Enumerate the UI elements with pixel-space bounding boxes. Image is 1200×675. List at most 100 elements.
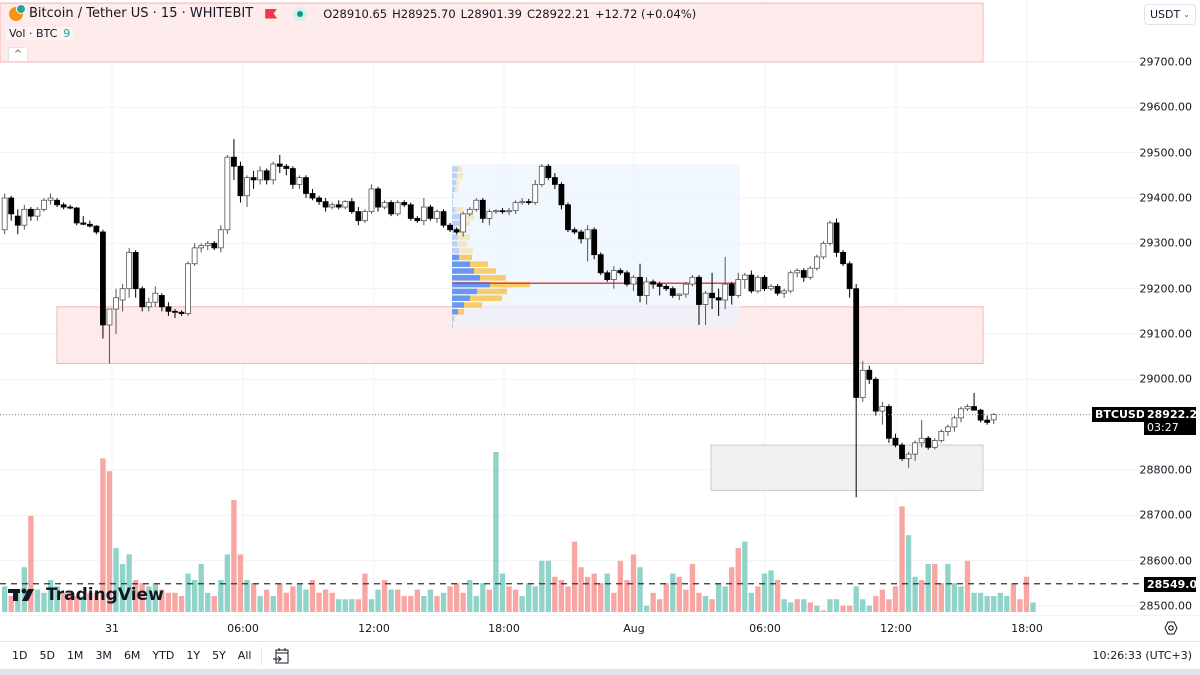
candle-up bbox=[735, 279, 742, 296]
candle-up bbox=[820, 242, 827, 258]
volume-bar bbox=[453, 583, 460, 612]
volume-bar bbox=[643, 605, 650, 612]
volume-profile-bar-down bbox=[464, 302, 482, 308]
currency-select[interactable]: USDT ⌄ bbox=[1144, 4, 1196, 25]
candle-up bbox=[879, 406, 886, 412]
volume-bar bbox=[833, 599, 840, 612]
candle-up bbox=[787, 272, 794, 292]
volume-bar bbox=[860, 599, 866, 612]
bar-countdown: 03:27 bbox=[1147, 421, 1179, 434]
settings-icon[interactable] bbox=[1164, 621, 1178, 635]
volume-profile-bar-up bbox=[452, 179, 456, 186]
candle-up bbox=[643, 281, 650, 296]
volume-bar bbox=[1010, 583, 1017, 612]
candle-down bbox=[886, 406, 892, 439]
time-axis[interactable]: 31 06:00 12:00 18:00 Aug 06:00 12:00 18:00 bbox=[0, 615, 1200, 641]
candle-down bbox=[899, 444, 905, 460]
volume-bar bbox=[218, 580, 224, 612]
range-button-1y[interactable]: 1Y bbox=[186, 649, 201, 662]
price-label: 29300.00 bbox=[1139, 236, 1193, 250]
volume-bar bbox=[958, 586, 964, 612]
volume-bar bbox=[139, 583, 145, 612]
volume-bar bbox=[133, 580, 139, 612]
candle-up bbox=[676, 293, 683, 296]
goto-date-calendar-icon[interactable] bbox=[272, 647, 290, 665]
candle-up bbox=[813, 256, 820, 269]
candle-down bbox=[348, 201, 355, 212]
volume-bar bbox=[264, 589, 270, 612]
price-label: 28600.00 bbox=[1139, 554, 1193, 568]
candle-up bbox=[244, 177, 250, 197]
candle-up bbox=[296, 177, 303, 185]
volume-bar bbox=[814, 605, 820, 612]
candle-up bbox=[755, 276, 761, 292]
range-button-5d[interactable]: 5D bbox=[39, 649, 55, 662]
range-button-5y[interactable]: 5Y bbox=[212, 649, 226, 662]
candle-down bbox=[54, 199, 60, 206]
candle-down bbox=[231, 156, 237, 167]
candle-down bbox=[447, 224, 453, 231]
volume-bar bbox=[571, 541, 578, 612]
volume-bar bbox=[375, 589, 381, 612]
collapse-legend-button[interactable]: ^ bbox=[8, 47, 28, 61]
chart-plot-area[interactable] bbox=[0, 0, 1140, 615]
volume-bar bbox=[119, 564, 126, 612]
price-label: 29500.00 bbox=[1139, 146, 1193, 160]
tradingview-logo[interactable]: TradingView bbox=[8, 585, 164, 605]
volume-bar bbox=[231, 500, 237, 612]
volume-bar bbox=[774, 580, 781, 612]
volume-bar bbox=[1023, 576, 1030, 612]
candle-up bbox=[257, 170, 264, 181]
volume-profile-bar-up bbox=[452, 309, 458, 315]
volume-profile-bar-down bbox=[459, 247, 473, 254]
flag-icon[interactable] bbox=[265, 8, 278, 19]
close-value: C28922.21 bbox=[526, 6, 590, 21]
volume-bar bbox=[362, 573, 368, 612]
range-button-3m[interactable]: 3M bbox=[95, 649, 112, 662]
candle-down bbox=[440, 211, 447, 226]
volume-profile-bar-up bbox=[452, 173, 457, 179]
candle-down bbox=[604, 272, 611, 280]
volume-bar bbox=[67, 592, 73, 612]
candle-up bbox=[185, 263, 191, 315]
candle-down bbox=[322, 201, 329, 208]
bottom-toolbar: 1D 5D 1M 3M 6M YTD 1Y 5Y All 10:26:33 (UTC+3) bbox=[0, 641, 1200, 669]
volume-bar bbox=[558, 580, 565, 612]
volume-bar bbox=[349, 599, 355, 612]
volume-bar bbox=[532, 586, 538, 612]
range-button-1m[interactable]: 1M bbox=[66, 649, 84, 662]
volume-bar bbox=[185, 573, 191, 612]
volume-label[interactable]: Vol · BTC bbox=[9, 27, 58, 40]
candle-down bbox=[571, 229, 578, 233]
range-button-6m[interactable]: 6M bbox=[123, 649, 141, 662]
volume-bar bbox=[788, 602, 794, 612]
candle-up bbox=[944, 426, 951, 432]
price-axis[interactable]: 29700.00 29600.00 29500.00 29400.00 29300.00… bbox=[1140, 0, 1200, 615]
candle-up bbox=[781, 290, 788, 294]
range-button-all[interactable]: All bbox=[237, 649, 252, 662]
range-button-1d[interactable]: 1D bbox=[12, 649, 28, 662]
candle-down bbox=[250, 177, 257, 181]
volume-bar bbox=[905, 535, 912, 612]
volume-bar bbox=[401, 596, 407, 612]
range-button-ytd[interactable]: YTD bbox=[152, 649, 175, 662]
candle-up bbox=[1, 197, 8, 231]
candle-up bbox=[47, 197, 54, 201]
candle-up bbox=[807, 267, 814, 278]
volume-bar bbox=[768, 570, 774, 612]
volume-bar bbox=[827, 599, 833, 612]
candle-down bbox=[309, 193, 316, 199]
candle-down bbox=[656, 283, 663, 287]
candle-down bbox=[748, 274, 755, 292]
volume-bar bbox=[106, 471, 113, 612]
symbol-title[interactable]: Bitcoin / Tether US · 15 · WHITEBIT bbox=[29, 6, 254, 21]
time-label: 18:00 bbox=[488, 622, 520, 635]
volume-bar bbox=[60, 592, 67, 612]
candle-down bbox=[73, 207, 80, 224]
clock-timezone[interactable]: 10:26:33 (UTC+3) bbox=[1092, 649, 1192, 662]
volume-profile-bar-up bbox=[452, 281, 490, 288]
horizontal-line-price-tag: 28549.00 bbox=[1144, 577, 1200, 592]
volume-bar bbox=[689, 564, 696, 612]
candlestick-chart[interactable] bbox=[0, 0, 1140, 615]
chevron-up-icon: ^ bbox=[13, 49, 23, 60]
